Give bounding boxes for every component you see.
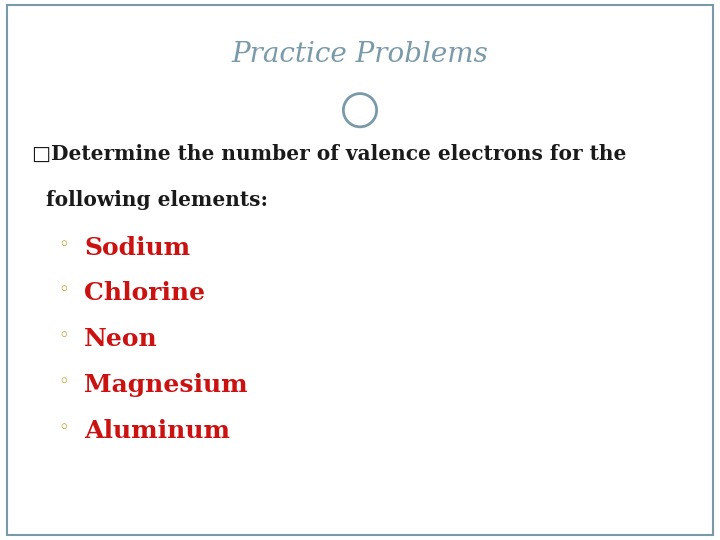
Text: Magnesium: Magnesium <box>84 373 248 397</box>
Circle shape <box>343 93 377 127</box>
Text: ◦: ◦ <box>58 373 68 391</box>
Text: □Determine the number of valence electrons for the: □Determine the number of valence electro… <box>32 144 626 164</box>
Text: ◦: ◦ <box>58 418 68 437</box>
Text: ◦: ◦ <box>58 235 68 254</box>
Text: Sodium: Sodium <box>84 235 190 260</box>
Text: following elements:: following elements: <box>32 190 268 210</box>
Text: Chlorine: Chlorine <box>84 281 205 306</box>
Text: Aluminum: Aluminum <box>84 418 230 443</box>
Text: ◦: ◦ <box>58 327 68 345</box>
Text: ◦: ◦ <box>58 281 68 300</box>
Text: Neon: Neon <box>84 327 158 351</box>
Text: Practice Problems: Practice Problems <box>232 40 488 68</box>
